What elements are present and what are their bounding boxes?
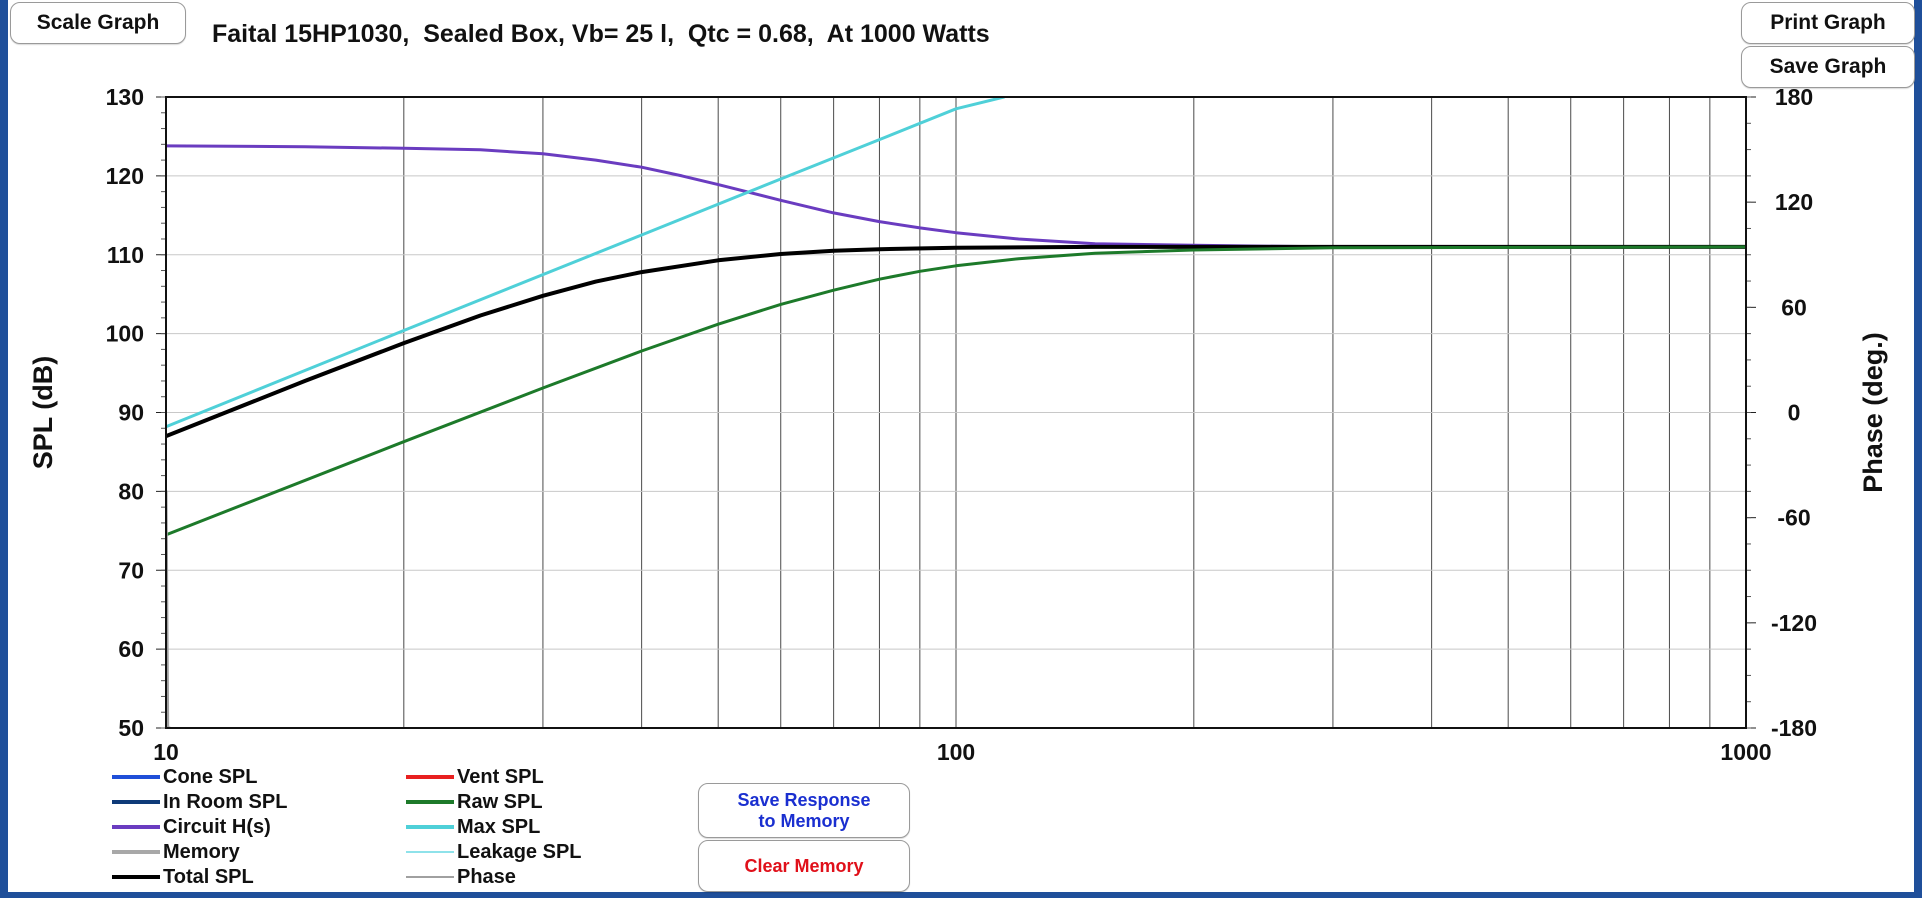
clear-memory-button[interactable]: Clear Memory <box>698 840 910 892</box>
legend-swatch <box>406 800 454 804</box>
legend-item: Circuit H(s) <box>112 815 271 839</box>
legend-swatch <box>406 876 454 878</box>
legend-item: Total SPL <box>112 865 254 889</box>
series-total-spl <box>166 244 1746 439</box>
scale-graph-button[interactable]: Scale Graph <box>10 2 186 44</box>
x-tick-label: 100 <box>937 739 975 765</box>
legend-label: Total SPL <box>163 865 254 888</box>
chart-title: Faital 15HP1030, Sealed Box, Vb= 25 l, Q… <box>212 20 990 48</box>
legend-swatch <box>112 850 160 854</box>
legend-swatch <box>112 825 160 829</box>
legend-label: Cone SPL <box>163 765 258 788</box>
legend-item: Cone SPL <box>112 765 257 789</box>
legend-label: Raw SPL <box>457 790 543 813</box>
legend-label: Circuit H(s) <box>163 815 271 838</box>
x-tick-label: 1000 <box>1720 739 1771 765</box>
y-tick-label: 100 <box>106 321 144 347</box>
legend-item: Phase <box>406 865 516 889</box>
phase-axis-label: Phase (deg.) <box>1858 332 1888 493</box>
y-tick-label: 50 <box>118 715 144 741</box>
phase-tick-label: -120 <box>1771 610 1817 636</box>
legend-swatch <box>406 825 454 829</box>
legend-item: Max SPL <box>406 815 540 839</box>
legend-item: Raw SPL <box>406 790 543 814</box>
phase-tick-label: -180 <box>1771 715 1817 741</box>
print-graph-button[interactable]: Print Graph <box>1741 2 1915 44</box>
y-tick-label: 110 <box>107 242 144 268</box>
legend-swatch <box>406 775 454 779</box>
legend-swatch <box>112 800 160 804</box>
phase-tick-label: 0 <box>1788 400 1801 426</box>
phase-tick-label: -60 <box>1777 505 1810 531</box>
y-tick-label: 60 <box>118 636 144 662</box>
series-raw-spl <box>166 245 1746 537</box>
legend-label: Max SPL <box>457 815 541 838</box>
y-tick-label: 120 <box>106 163 144 189</box>
phase-tick-label: 60 <box>1781 294 1807 320</box>
save-response-line1: Save Response <box>737 789 871 810</box>
y-tick-label: 70 <box>118 557 144 583</box>
save-graph-button[interactable]: Save Graph <box>1741 46 1915 88</box>
legend-label: In Room SPL <box>163 790 288 813</box>
legend-item: Vent SPL <box>406 765 544 789</box>
y-axis-label: SPL (dB) <box>28 356 58 470</box>
series-circuit-h-s <box>166 144 1746 249</box>
legend-label: Leakage SPL <box>457 840 582 863</box>
legend-swatch <box>112 875 160 879</box>
legend-item: Leakage SPL <box>406 840 582 864</box>
legend-swatch <box>406 851 454 853</box>
x-tick-label: 10 <box>153 739 179 765</box>
legend-item: In Room SPL <box>112 790 287 814</box>
save-response-to-memory-button[interactable]: Save Response to Memory <box>698 783 910 838</box>
y-tick-label: 90 <box>118 400 144 426</box>
plot-frame <box>165 96 1747 729</box>
legend-swatch <box>112 775 160 779</box>
legend-label: Phase <box>457 865 516 888</box>
y-tick-label: 80 <box>118 478 144 504</box>
legend-label: Memory <box>163 840 240 863</box>
phase-tick-label: 120 <box>1775 189 1813 215</box>
save-response-line2: to Memory <box>758 810 850 831</box>
y-tick-label: 130 <box>106 84 144 110</box>
series-max-spl <box>166 97 1006 429</box>
phase-tick-label: 180 <box>1775 84 1813 110</box>
legend-label: Vent SPL <box>457 765 544 788</box>
legend-item: Memory <box>112 840 240 864</box>
